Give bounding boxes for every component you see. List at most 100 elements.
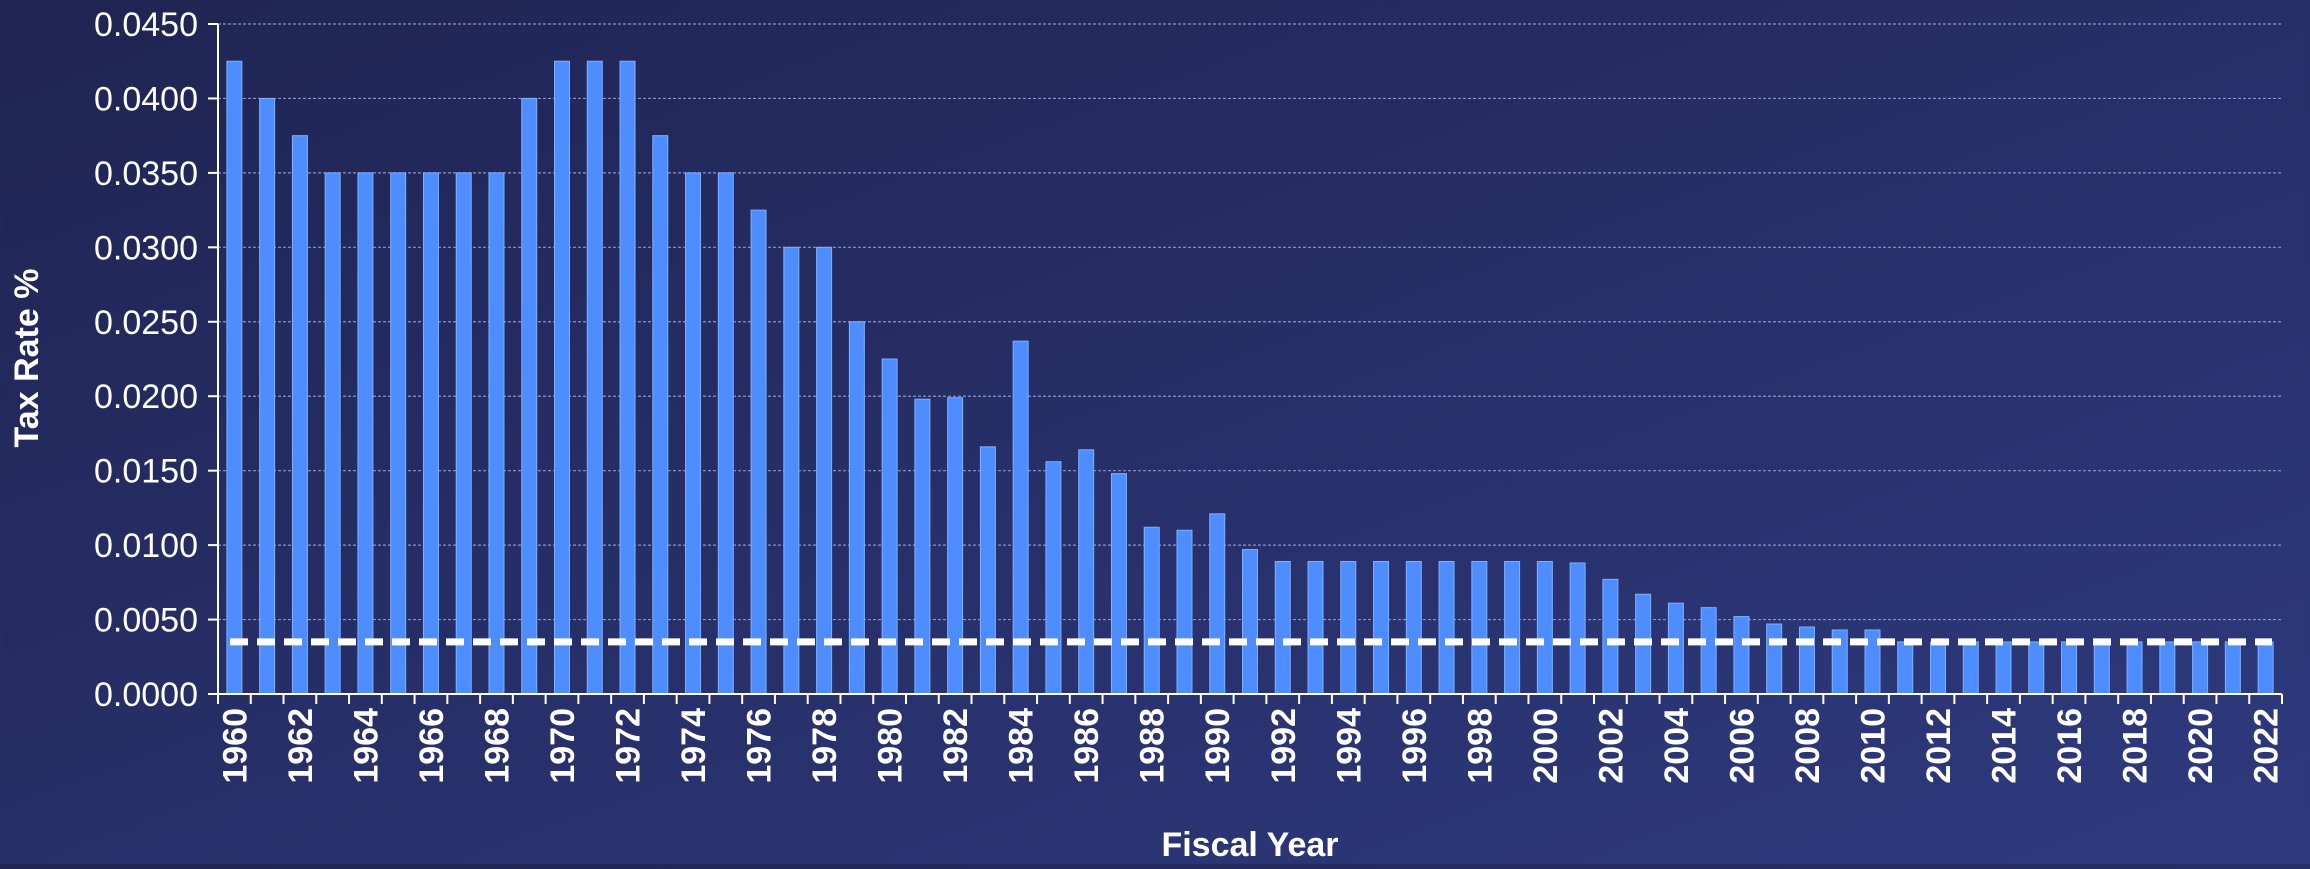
bar-1977 [783, 246, 800, 695]
y-tick-label: 0.0200 [94, 378, 198, 416]
x-tick-label: 1992 [1265, 708, 1303, 784]
x-tick-label: 2006 [1723, 708, 1761, 784]
bar-2001 [1569, 562, 1586, 695]
bar-1968 [488, 172, 505, 695]
y-tick-label: 0.0250 [94, 304, 198, 342]
x-tick-label: 1984 [1003, 708, 1041, 784]
bar-1990 [1209, 513, 1226, 695]
y-tick-label: 0.0350 [94, 155, 198, 193]
bar-2017 [2093, 641, 2110, 695]
x-axis-title: Fiscal Year [1161, 826, 1338, 864]
y-tick-label: 0.0450 [94, 6, 198, 44]
bar-1979 [848, 321, 865, 695]
x-tick-label: 1962 [282, 708, 320, 784]
x-tick-label: 2022 [2248, 708, 2286, 784]
y-axis-title: Tax Rate % [8, 269, 46, 448]
bar-1992 [1274, 560, 1291, 695]
bar-1995 [1373, 560, 1390, 695]
bars [226, 60, 2274, 695]
bar-1964 [357, 172, 374, 695]
bar-2021 [2224, 641, 2241, 695]
bar-1974 [685, 172, 702, 695]
bar-2018 [2126, 641, 2143, 695]
bar-2000 [1536, 560, 1553, 695]
y-tick-label: 0.0400 [94, 80, 198, 118]
x-tick-label: 2004 [1658, 708, 1696, 784]
bar-1963 [324, 172, 341, 695]
y-tick-label: 0.0050 [94, 602, 198, 640]
bar-1986 [1078, 449, 1095, 695]
bar-1975 [717, 172, 734, 695]
bar-1988 [1143, 526, 1160, 695]
bar-2020 [2192, 641, 2209, 695]
bar-1967 [455, 172, 472, 695]
x-tick-label: 2008 [1789, 708, 1827, 784]
bar-1978 [816, 246, 833, 695]
bar-1976 [750, 209, 767, 695]
x-tick-label: 1996 [1396, 708, 1434, 784]
bar-2002 [1602, 578, 1619, 695]
bar-1970 [554, 60, 570, 695]
tick-labels: 0.0000 0.0050 0.0100 0.0150 0.0200 0.0250 0.03… [94, 6, 2286, 784]
x-tick-label: 1982 [937, 708, 975, 784]
bar-1994 [1340, 560, 1357, 695]
bar-2007 [1766, 623, 1783, 695]
x-tick-label: 2000 [1527, 708, 1565, 784]
y-tick-label: 0.0150 [94, 453, 198, 491]
x-tick-label: 2014 [1986, 708, 2024, 784]
bar-1996 [1405, 560, 1422, 695]
bar-2019 [2159, 641, 2176, 695]
x-tick-label: 1970 [544, 708, 582, 784]
x-tick-label: 2018 [2117, 708, 2155, 784]
bar-1966 [422, 172, 439, 695]
axes [217, 24, 2283, 704]
x-tick-label: 2020 [2182, 708, 2220, 784]
bar-1985 [1045, 461, 1062, 695]
x-tick-label: 2016 [2051, 708, 2089, 784]
bar-1999 [1504, 560, 1521, 695]
x-tick-label: 1976 [741, 708, 779, 784]
bar-1998 [1471, 560, 1488, 695]
bar-1973 [652, 135, 669, 695]
x-tick-label: 2010 [1854, 708, 1892, 784]
bar-2014 [1995, 641, 2012, 695]
bar-2004 [1667, 602, 1684, 695]
x-tick-label: 1988 [1134, 708, 1172, 784]
y-tick-label: 0.0000 [94, 676, 198, 714]
bar-2011 [1897, 641, 1914, 695]
x-tick-label: 1964 [347, 708, 385, 784]
x-tick-label: 1990 [1199, 708, 1237, 784]
x-tick-label: 1974 [675, 708, 713, 784]
bar-1960 [226, 60, 243, 695]
x-tick-label: 1966 [413, 708, 451, 784]
bar-1965 [390, 172, 407, 695]
bar-1989 [1176, 529, 1193, 695]
bar-1993 [1307, 560, 1324, 695]
y-tick-label: 0.0300 [94, 229, 198, 267]
bar-1997 [1438, 560, 1455, 695]
bar-1971 [586, 60, 603, 695]
bar-2016 [2061, 641, 2078, 695]
bar-2005 [1700, 607, 1717, 695]
y-tick-label: 0.0100 [94, 527, 198, 565]
bar-1983 [979, 446, 996, 695]
x-tick-label: 1980 [872, 708, 910, 784]
bar-2006 [1733, 616, 1750, 695]
x-tick-label: 1998 [1461, 708, 1499, 784]
bar-1981 [914, 398, 931, 695]
bar-2008 [1798, 626, 1815, 695]
bar-1972 [619, 60, 636, 695]
bar-1962 [291, 135, 308, 695]
bar-1987 [1110, 473, 1127, 695]
x-tick-label: 2012 [1920, 708, 1958, 784]
bar-2013 [1962, 641, 1979, 695]
bar-2015 [2028, 641, 2045, 695]
bar-2022 [2257, 641, 2274, 695]
x-tick-label: 1994 [1330, 708, 1368, 784]
x-tick-label: 2002 [1592, 708, 1630, 784]
bar-1969 [521, 97, 538, 695]
x-tick-label: 1960 [216, 708, 254, 784]
x-tick-label: 1986 [1068, 708, 1106, 784]
x-tick-label: 1978 [806, 708, 844, 784]
